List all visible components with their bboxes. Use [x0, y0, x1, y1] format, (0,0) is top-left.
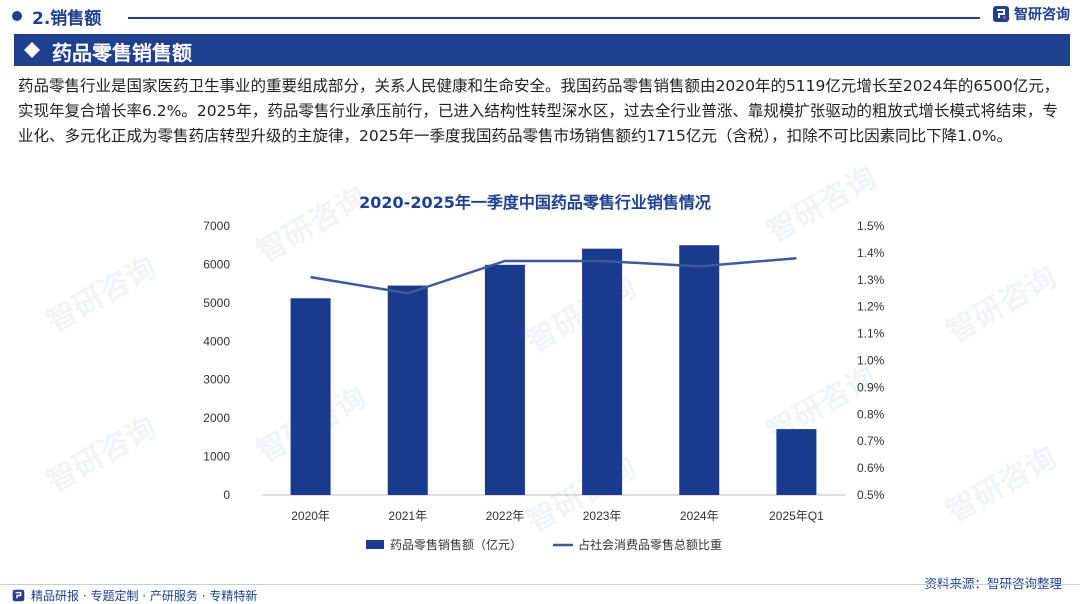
bar: [679, 245, 720, 495]
y-right-tick-label: 1.3%: [857, 273, 885, 287]
brand-logo-icon: [12, 589, 25, 602]
line-series: [310, 257, 797, 295]
x-tick-label: 2021年: [388, 509, 427, 523]
title-banner: 药品零售销售额: [14, 34, 1070, 66]
x-tick-label: 2025年Q1: [769, 509, 824, 523]
footer: 精品研报 · 专题定制 · 产研服务 · 专精特新: [12, 587, 257, 604]
y-left-tick-label: 4000: [203, 334, 230, 348]
footer-slogan: 精品研报 · 专题定制 · 产研服务 · 专精特新: [31, 589, 258, 603]
bar: [776, 429, 817, 495]
bar: [582, 248, 623, 495]
bullet-dot-icon: [12, 11, 22, 21]
legend-label: 占社会消费品零售总额比重: [578, 537, 722, 552]
description-paragraph: 药品零售行业是国家医药卫生事业的重要组成部分，关系人民健康和生命安全。我国药品零…: [18, 77, 1060, 145]
y-right-tick-label: 1.2%: [857, 300, 885, 314]
y-right-tick-label: 1.4%: [857, 246, 885, 260]
y-left-tick-label: 0: [223, 488, 230, 502]
section-title: 2.销售额: [32, 9, 102, 29]
y-left-tick-label: 6000: [203, 257, 230, 271]
y-right-tick-label: 1.5%: [857, 219, 885, 233]
y-right-tick-label: 0.6%: [857, 461, 885, 475]
y-left-tick-label: 1000: [203, 450, 230, 464]
x-tick-label: 2022年: [486, 509, 525, 523]
y-right-tick-label: 0.7%: [857, 434, 885, 448]
brand: 智研咨询: [992, 4, 1070, 24]
brand-logo-icon: [993, 6, 1009, 22]
bar: [484, 264, 525, 495]
y-right-tick-label: 0.5%: [857, 488, 885, 502]
data-source: 资料来源：智研咨询整理: [924, 576, 1062, 591]
y-left-tick-label: 7000: [203, 219, 230, 233]
banner-title: 药品零售销售额: [52, 41, 192, 65]
footer-divider: [0, 584, 1080, 585]
x-tick-label: 2024年: [680, 509, 719, 523]
legend-swatch-bar: [366, 540, 384, 549]
y-left-tick-label: 5000: [203, 296, 230, 310]
y-left-tick-label: 2000: [203, 411, 230, 425]
bar: [387, 285, 428, 495]
chart-title: 2020-2025年一季度中国药品零售行业销售情况: [359, 193, 711, 212]
y-right-tick-label: 1.1%: [857, 327, 885, 341]
bar: [290, 298, 331, 495]
header-divider: [128, 17, 980, 19]
x-tick-label: 2020年: [291, 509, 330, 523]
diamond-icon: [24, 42, 40, 58]
y-left-tick-label: 3000: [203, 373, 230, 387]
y-right-tick-label: 0.9%: [857, 380, 885, 394]
legend-label: 药品零售销售额（亿元）: [390, 537, 522, 552]
x-tick-label: 2023年: [583, 509, 622, 523]
y-right-tick-label: 0.8%: [857, 407, 885, 421]
y-right-tick-label: 1.0%: [857, 354, 885, 368]
brand-name: 智研咨询: [1014, 7, 1070, 23]
top-bar: 2.销售额 智研咨询: [0, 0, 1080, 34]
